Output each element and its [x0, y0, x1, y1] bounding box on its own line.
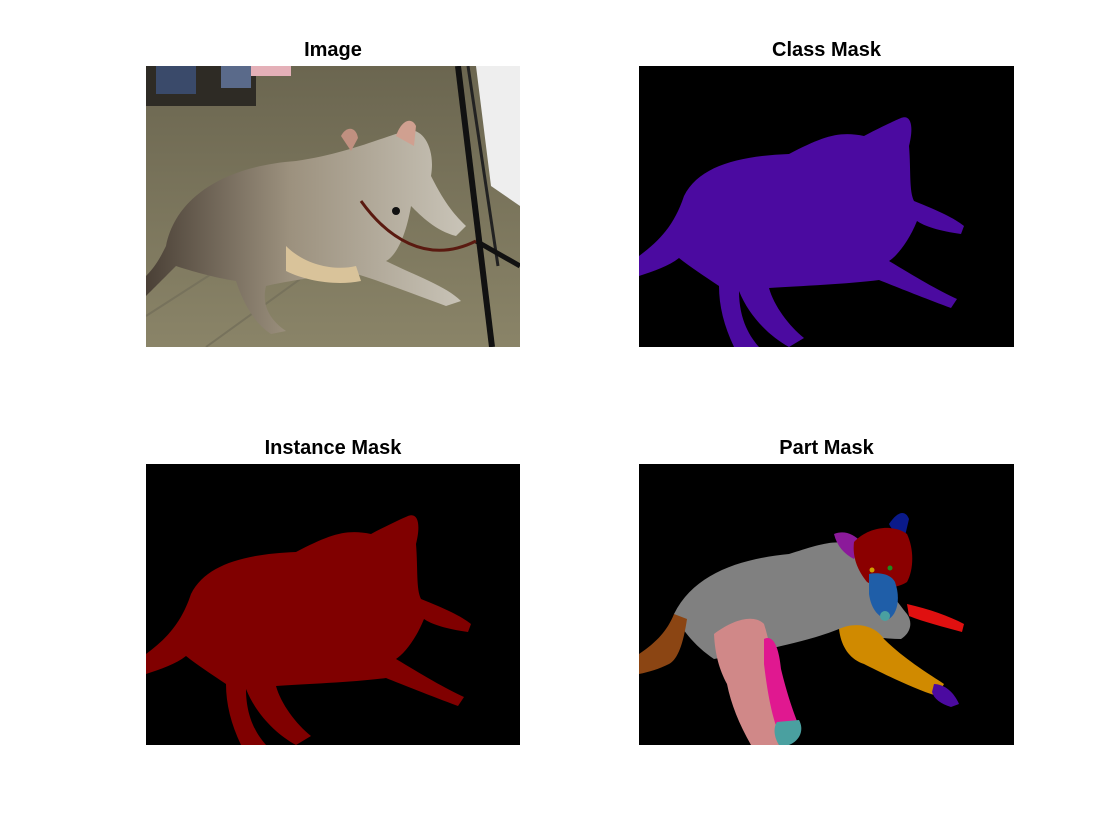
- instance-mask-silhouette: [146, 464, 520, 745]
- dog-photo: [146, 66, 520, 347]
- class-mask-region: [639, 117, 964, 347]
- instance-mask: [146, 464, 520, 745]
- panel-title-part-mask: Part Mask: [779, 437, 874, 459]
- panel-title-class-mask: Class Mask: [772, 39, 881, 61]
- part-head: [853, 527, 913, 588]
- class-mask: [639, 66, 1014, 347]
- part-front-leg: [839, 625, 944, 696]
- panel-title-instance-mask: Instance Mask: [264, 437, 402, 459]
- part-tail: [639, 614, 687, 674]
- dog-photo-illustration: [146, 66, 520, 347]
- part-hind-leg: [764, 638, 799, 734]
- part-hind-paw: [774, 720, 802, 745]
- class-mask-silhouette: [639, 66, 1014, 347]
- part-eye-left: [869, 567, 875, 573]
- part-front-paw: [932, 684, 959, 707]
- part-nose: [880, 611, 890, 621]
- part-mask-segments: [639, 464, 1014, 745]
- part-muzzle: [869, 573, 898, 619]
- part-eye-right: [887, 565, 893, 571]
- part-mask: [639, 464, 1014, 745]
- part-extended-leg: [907, 604, 964, 632]
- part-hind-thigh: [714, 618, 779, 745]
- instance-mask-region: [146, 515, 471, 745]
- panel-title-image: Image: [304, 39, 362, 61]
